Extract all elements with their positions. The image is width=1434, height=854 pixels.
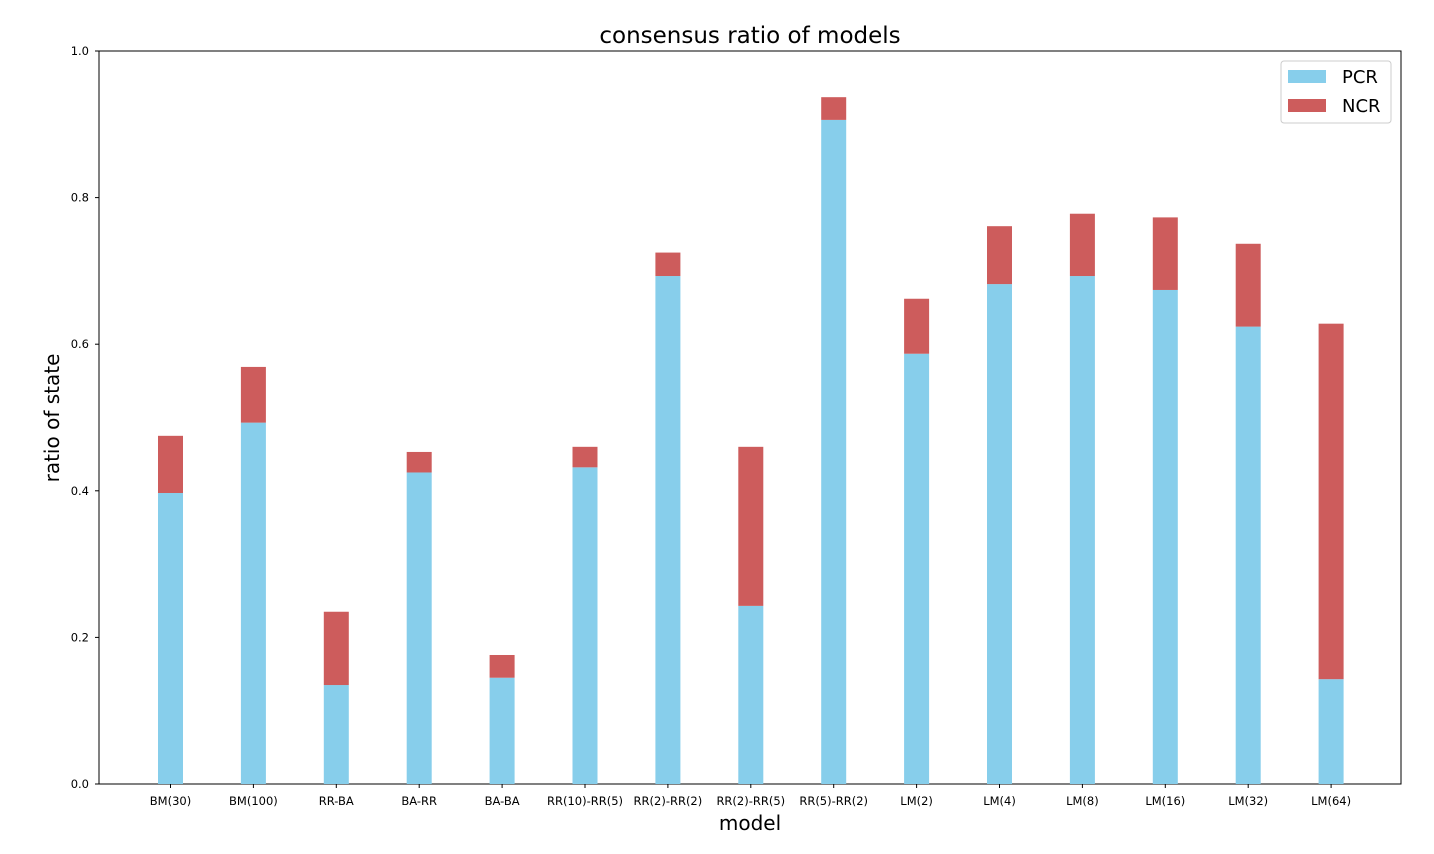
bar-ncr-0	[158, 435, 183, 493]
bar-ncr-8	[821, 97, 847, 120]
y-tick-label: 0.0	[71, 777, 89, 791]
y-tick-label: 0.6	[71, 337, 89, 351]
bar-pcr-12	[1152, 289, 1178, 784]
chart-title: consensus ratio of models	[599, 23, 900, 49]
y-tick-label: 0.4	[71, 484, 89, 498]
y-tick-label: 0.2	[71, 630, 89, 644]
bar-ncr-1	[240, 366, 266, 423]
legend-label-pcr: PCR	[1342, 67, 1378, 88]
bar-ncr-14	[1318, 323, 1344, 680]
bar-pcr-2	[323, 685, 349, 784]
bar-pcr-11	[1069, 276, 1095, 784]
x-tick-label: LM(8)	[1066, 794, 1099, 808]
bar-ncr-4	[489, 654, 515, 678]
bars-group	[158, 97, 1344, 785]
bar-ncr-12	[1152, 217, 1178, 290]
bar-pcr-3	[406, 472, 432, 784]
x-tick-label: LM(4)	[983, 794, 1016, 808]
bar-pcr-10	[987, 284, 1012, 784]
bar-pcr-14	[1318, 679, 1344, 784]
legend-swatch-ncr	[1288, 99, 1326, 112]
bar-pcr-5	[572, 467, 598, 784]
legend-label-ncr: NCR	[1342, 96, 1381, 117]
bar-ncr-6	[655, 252, 681, 277]
legend-swatch-pcr	[1288, 70, 1326, 83]
y-tick-label: 1.0	[71, 44, 89, 58]
x-tick-label: RR(2)-RR(2)	[634, 794, 703, 808]
bar-pcr-9	[904, 353, 930, 784]
bar-pcr-13	[1235, 326, 1261, 784]
x-tick-label: RR(10)-RR(5)	[547, 794, 623, 808]
x-axis-label: model	[719, 811, 781, 835]
x-tick-label: BA-BA	[485, 794, 520, 808]
bar-pcr-4	[489, 677, 515, 784]
x-tick-label: LM(16)	[1145, 794, 1185, 808]
bar-pcr-0	[158, 492, 183, 784]
x-tick-label: BM(100)	[229, 794, 278, 808]
x-tick-label: RR-BA	[319, 794, 354, 808]
bar-pcr-1	[240, 422, 266, 784]
x-axis: BM(30) BM(100) RR-BA BA-RR BA-BA RR(10)-RR(5)…	[150, 784, 1351, 808]
bar-ncr-2	[323, 611, 349, 686]
bar-pcr-8	[821, 119, 847, 785]
bar-ncr-11	[1069, 213, 1095, 277]
x-tick-label: RR(2)-RR(5)	[716, 794, 785, 808]
y-tick-label: 0.8	[71, 191, 89, 205]
legend: PCR NCR	[1280, 60, 1392, 124]
bar-pcr-7	[738, 605, 764, 784]
bar-ncr-7	[738, 446, 764, 606]
bar-ncr-10	[987, 226, 1012, 285]
bar-ncr-3	[406, 451, 432, 473]
bar-pcr-6	[655, 276, 681, 784]
bar-ncr-13	[1235, 243, 1261, 327]
x-tick-label: LM(2)	[900, 794, 933, 808]
x-tick-label: BM(30)	[150, 794, 191, 808]
bar-ncr-5	[572, 446, 598, 468]
y-axis: 0.0 0.2 0.4 0.6 0.8 1.0	[71, 44, 99, 791]
x-tick-label: RR(5)-RR(2)	[799, 794, 868, 808]
x-tick-label: BA-RR	[401, 794, 437, 808]
y-axis-label: ratio of state	[40, 354, 64, 483]
x-tick-label: LM(32)	[1228, 794, 1268, 808]
x-tick-label: LM(64)	[1311, 794, 1351, 808]
bar-ncr-9	[904, 298, 930, 354]
